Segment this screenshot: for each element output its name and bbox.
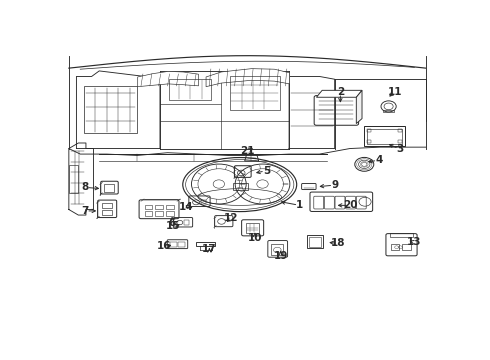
Text: 2: 2 — [337, 87, 344, 97]
Bar — [170, 242, 177, 247]
Bar — [170, 79, 211, 100]
Bar — [155, 211, 163, 216]
Text: 7: 7 — [81, 206, 89, 216]
Bar — [398, 129, 401, 132]
Bar — [196, 242, 216, 246]
Bar — [145, 211, 152, 216]
Text: 1: 1 — [296, 201, 303, 210]
Text: 10: 10 — [247, 233, 262, 243]
Bar — [84, 86, 137, 133]
Bar — [364, 126, 405, 146]
Text: 14: 14 — [179, 202, 194, 212]
Bar — [309, 237, 321, 247]
Text: 16: 16 — [156, 241, 171, 251]
Bar — [391, 244, 399, 250]
Text: 20: 20 — [343, 201, 358, 210]
Bar — [390, 233, 413, 237]
Bar — [184, 220, 189, 225]
Bar — [402, 244, 411, 250]
Text: 13: 13 — [407, 237, 422, 247]
Text: 4: 4 — [375, 155, 382, 165]
Bar — [230, 76, 280, 110]
Bar — [271, 244, 283, 255]
Bar — [368, 140, 371, 143]
Bar — [383, 110, 394, 112]
Text: 3: 3 — [396, 144, 404, 154]
Text: 17: 17 — [202, 244, 217, 254]
Text: 5: 5 — [263, 166, 270, 176]
Text: 15: 15 — [166, 221, 180, 231]
Bar — [166, 211, 173, 216]
Text: 18: 18 — [331, 238, 346, 248]
Text: 6: 6 — [169, 218, 176, 228]
Bar — [367, 129, 402, 144]
Bar — [155, 205, 163, 209]
Bar — [233, 183, 248, 190]
Bar — [246, 223, 259, 233]
Text: 19: 19 — [273, 251, 288, 261]
Bar — [368, 129, 371, 132]
Bar — [398, 140, 401, 143]
Bar — [101, 203, 112, 208]
Text: 21: 21 — [240, 146, 255, 156]
Polygon shape — [317, 90, 362, 97]
Bar — [178, 242, 185, 247]
Bar — [201, 200, 206, 204]
Bar — [101, 210, 112, 215]
Bar — [69, 165, 78, 193]
Bar — [166, 205, 173, 209]
Bar — [145, 205, 152, 209]
Text: 9: 9 — [331, 180, 338, 190]
Text: 12: 12 — [224, 213, 239, 224]
Bar — [104, 184, 114, 192]
Polygon shape — [356, 90, 362, 123]
Bar — [307, 235, 323, 248]
Text: 8: 8 — [81, 183, 88, 192]
Text: 11: 11 — [388, 87, 402, 97]
